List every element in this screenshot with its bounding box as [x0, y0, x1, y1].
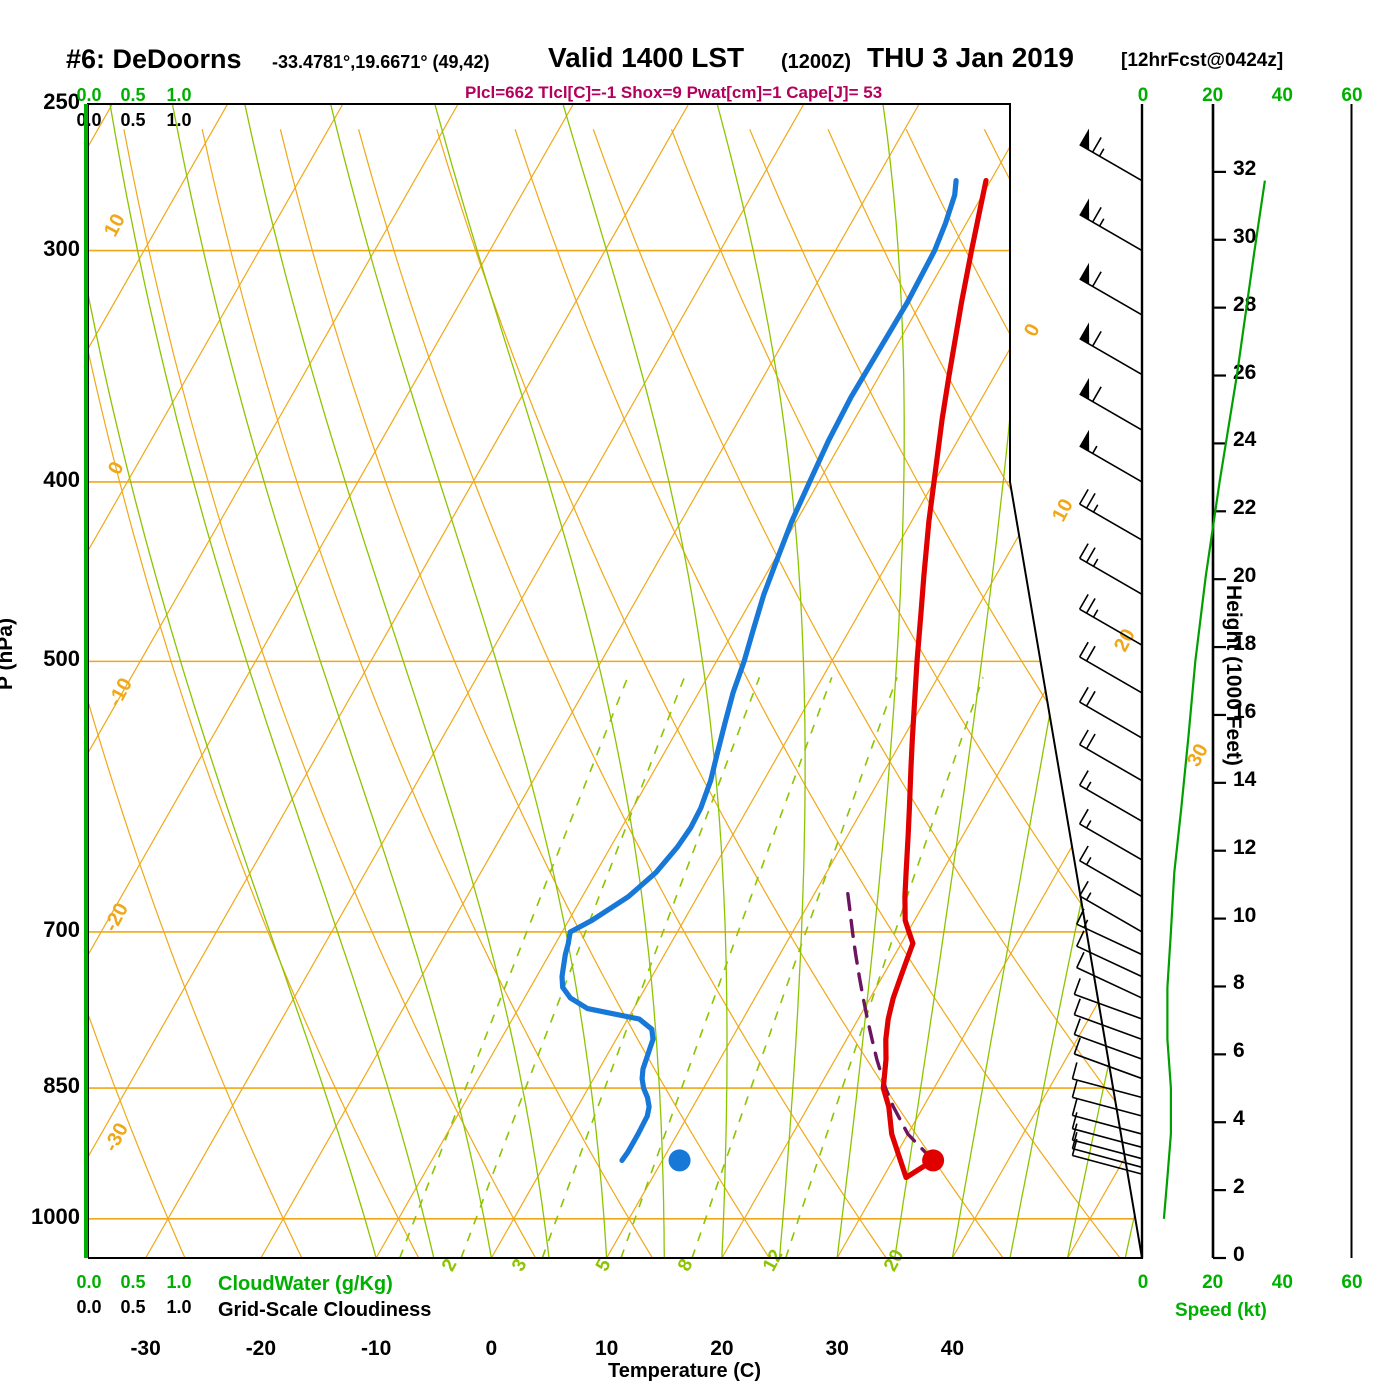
sounding-statistics: Plcl=662 Tlcl[C]=-1 Shox=9 Pwat[cm]=1 Ca…: [465, 83, 883, 102]
speed-top-tick-40: 40: [1271, 85, 1293, 106]
cloudwater-bottom-tick-2: 1.0: [166, 1272, 192, 1292]
cloudwater-top-tick-1: 0.5: [120, 85, 146, 105]
cloudiness-bottom-tick-1: 0.5: [120, 1297, 146, 1317]
height-tick-2: 2: [1233, 1175, 1245, 1199]
height-tick-14: 14: [1233, 767, 1257, 791]
height-tick-12: 12: [1233, 835, 1257, 859]
pressure-tick-1000: 1000: [31, 1203, 80, 1229]
pressure-tick-400: 400: [43, 466, 80, 492]
temperature-tick-40: 40: [940, 1337, 965, 1360]
height-tick-8: 8: [1233, 971, 1245, 995]
speed-top-tick-20: 20: [1202, 85, 1224, 106]
cloudiness-top-tick-1: 0.5: [120, 110, 146, 130]
cloudwater-axis-title: CloudWater (g/Kg): [218, 1273, 393, 1295]
height-tick-6: 6: [1233, 1039, 1245, 1063]
height-tick-0: 0: [1233, 1243, 1245, 1266]
speed-bottom-tick-60: 60: [1341, 1272, 1363, 1293]
height-tick-28: 28: [1233, 292, 1257, 316]
pressure-tick-300: 300: [43, 235, 80, 261]
speed-bottom-tick-0: 0: [1137, 1272, 1149, 1293]
speed-top-tick-0: 0: [1137, 85, 1149, 106]
temperature-tick--20: -20: [245, 1337, 277, 1360]
valid-date: THU 3 Jan 2019: [867, 42, 1074, 73]
station-title: #6: DeDoorns: [66, 44, 242, 74]
station-coordinates: -33.4781°,19.6671° (49,42): [272, 52, 490, 72]
temperature-tick-0: 0: [485, 1337, 498, 1360]
speed-top-tick-60: 60: [1341, 85, 1363, 106]
pressure-tick-250: 250: [43, 89, 80, 114]
height-tick-32: 32: [1233, 156, 1257, 180]
speed-axis-title: Speed (kt): [1175, 1300, 1267, 1321]
height-tick-24: 24: [1233, 428, 1257, 452]
temperature-tick--10: -10: [360, 1337, 392, 1360]
temperature-tick-10: 10: [594, 1337, 619, 1360]
cloudiness-bottom-tick-0: 0.0: [76, 1297, 102, 1317]
height-tick-22: 22: [1233, 496, 1257, 520]
height-tick-20: 20: [1233, 564, 1257, 588]
temperature-tick--30: -30: [130, 1337, 161, 1360]
valid-time-zulu: (1200Z): [781, 51, 852, 73]
speed-bottom-tick-40: 40: [1271, 1272, 1293, 1293]
cloudiness-bottom-tick-2: 1.0: [166, 1297, 192, 1317]
speed-bottom-tick-20: 20: [1202, 1272, 1224, 1293]
cloudwater-top-tick-2: 1.0: [166, 85, 192, 105]
valid-time: Valid 1400 LST: [548, 42, 745, 73]
pressure-tick-850: 850: [43, 1073, 80, 1099]
height-tick-30: 30: [1233, 224, 1257, 248]
temperature-axis-title: Temperature (C): [608, 1360, 761, 1382]
temperature-tick-30: 30: [825, 1337, 849, 1360]
height-tick-18: 18: [1233, 632, 1257, 656]
cloudiness-top-tick-2: 1.0: [166, 110, 192, 130]
cloudwater-bottom-tick-0: 0.0: [76, 1272, 102, 1292]
forecast-info: [12hrFcst@0424z]: [1121, 50, 1284, 71]
height-tick-10: 10: [1233, 903, 1257, 927]
cloudwater-bottom-tick-1: 0.5: [120, 1272, 146, 1292]
pressure-tick-700: 700: [43, 916, 80, 942]
cloudiness-axis-title: Grid-Scale Cloudiness: [218, 1299, 432, 1321]
temperature-tick-20: 20: [710, 1337, 734, 1360]
height-tick-16: 16: [1233, 699, 1257, 723]
pressure-tick-500: 500: [43, 646, 80, 672]
cloudwater-top-tick-0: 0.0: [76, 85, 102, 105]
height-tick-4: 4: [1233, 1107, 1245, 1131]
